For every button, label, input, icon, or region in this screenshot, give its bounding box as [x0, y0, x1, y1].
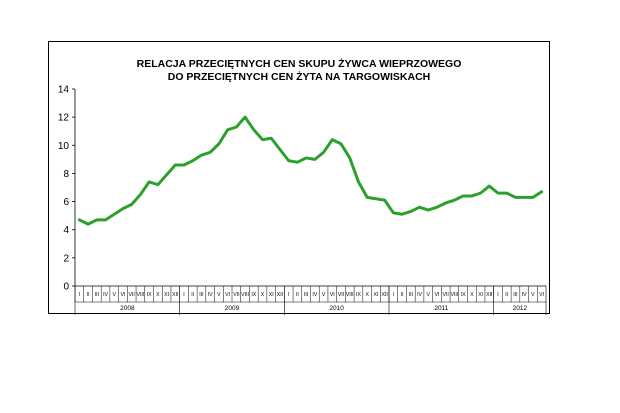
- month-tick-label: III: [409, 292, 413, 298]
- month-tick-label: X: [365, 292, 369, 298]
- month-tick-label: IV: [208, 292, 213, 298]
- series-line: [77, 115, 544, 226]
- month-tick-label: I: [393, 292, 394, 298]
- month-tick-label: VI: [330, 292, 335, 298]
- month-tick-label: III: [95, 292, 99, 298]
- month-tick-label: IV: [522, 292, 527, 298]
- month-tick-label: VI: [121, 292, 126, 298]
- month-tick-label: XII: [172, 292, 178, 298]
- month-tick-label: II: [401, 292, 404, 298]
- month-tick-label: V: [322, 292, 326, 298]
- month-tick-label: IV: [103, 292, 108, 298]
- chart-frame: RELACJA PRZECIĘTNYCH CEN SKUPU ŻYWCA WIE…: [48, 41, 550, 315]
- month-tick-label: VIII: [346, 292, 354, 298]
- month-tick-label: XI: [269, 292, 274, 298]
- month-tick-label: I: [183, 292, 184, 298]
- month-tick-label: X: [156, 292, 160, 298]
- year-tick-label: 2010: [329, 305, 344, 312]
- y-tick-label: 12: [58, 113, 70, 124]
- y-axis-tick-labels: 0 2 4 6 8 10 12 14: [58, 85, 70, 293]
- year-tick-label: 2011: [434, 305, 448, 312]
- month-tick-label: VI: [225, 292, 230, 298]
- month-tick-label: XI: [164, 292, 169, 298]
- month-tick-label: III: [304, 292, 308, 298]
- month-tick-label: VII: [129, 292, 135, 298]
- month-tick-label: IX: [147, 292, 152, 298]
- month-tick-label: I: [79, 292, 80, 298]
- month-tick-label: X: [261, 292, 265, 298]
- y-tick-label: 6: [63, 197, 69, 208]
- y-tick-label: 0: [63, 282, 69, 293]
- month-tick-label: II: [505, 292, 508, 298]
- line-chart: RELACJA PRZECIĘTNYCH CEN SKUPU ŻYWCA WIE…: [58, 57, 547, 315]
- month-tick-label: VIII: [241, 292, 249, 298]
- y-tick-label: 10: [58, 141, 70, 152]
- month-tick-label: IV: [417, 292, 422, 298]
- month-tick-label: IX: [356, 292, 361, 298]
- month-tick-label: I: [497, 292, 498, 298]
- month-tick-label: II: [87, 292, 90, 298]
- month-tick-label: IV: [312, 292, 317, 298]
- month-tick-label: XII: [277, 292, 283, 298]
- chart-title-line-1: RELACJA PRZECIĘTNYCH CEN SKUPU ŻYWCA WIE…: [137, 57, 462, 70]
- month-tick-label: VI: [435, 292, 440, 298]
- month-tick-label: III: [513, 292, 517, 298]
- month-tick-label: I: [288, 292, 289, 298]
- month-tick-label: V: [217, 292, 221, 298]
- month-tick-label: XII: [486, 292, 492, 298]
- month-tick-label: XI: [478, 292, 483, 298]
- month-tick-label: V: [531, 292, 535, 298]
- y-tick-label: 2: [63, 253, 69, 264]
- y-tick-label: 14: [58, 85, 70, 96]
- month-tick-label: III: [199, 292, 203, 298]
- month-tick-label: VII: [338, 292, 344, 298]
- month-tick-label: X: [470, 292, 474, 298]
- month-tick-label: XII: [381, 292, 387, 298]
- year-tick-label: 2012: [513, 305, 528, 312]
- chart-title-line-2: DO PRZECIĘTNYCH CEN ŻYTA NA TARGOWISKACH: [168, 70, 431, 83]
- month-tick-label: IX: [461, 292, 466, 298]
- year-tick-label: 2008: [120, 305, 135, 312]
- month-tick-label: V: [113, 292, 117, 298]
- month-tick-label: VII: [443, 292, 449, 298]
- y-tick-label: 4: [63, 225, 69, 236]
- month-tick-label: VIII: [451, 292, 459, 298]
- month-tick-label: II: [191, 292, 194, 298]
- month-tick-label: VI: [539, 292, 544, 298]
- month-tick-label: XI: [373, 292, 378, 298]
- month-tick-label: II: [296, 292, 299, 298]
- month-tick-label: V: [427, 292, 431, 298]
- month-tick-label: IX: [251, 292, 256, 298]
- chart-axes: [72, 88, 547, 315]
- month-tick-label: VIII: [137, 292, 145, 298]
- y-tick-label: 8: [63, 169, 69, 180]
- year-tick-label: 2009: [225, 305, 240, 312]
- month-tick-label: VII: [233, 292, 239, 298]
